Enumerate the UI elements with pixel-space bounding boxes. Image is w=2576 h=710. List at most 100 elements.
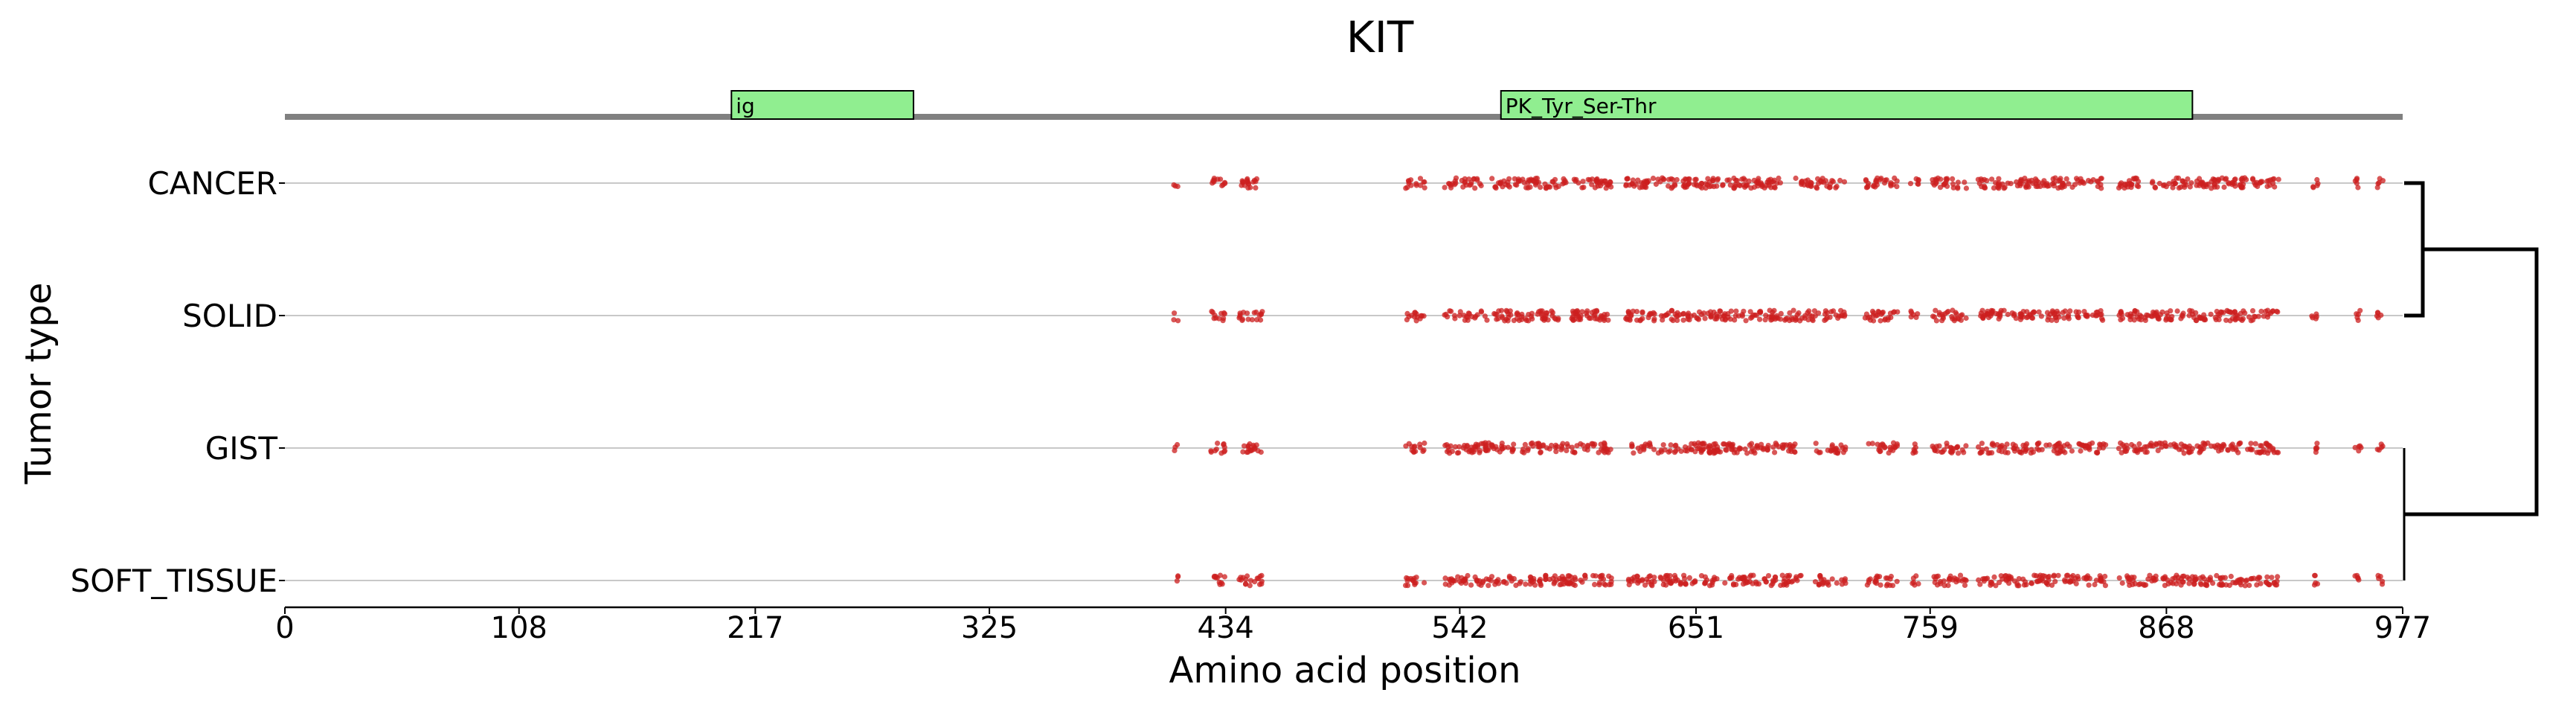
mutation-point	[1989, 176, 1995, 182]
mutation-point	[2130, 176, 2136, 182]
mutation-point	[2309, 313, 2315, 319]
mutation-point	[1750, 581, 1756, 586]
mutation-point	[1778, 582, 1784, 589]
mutation-point	[1936, 310, 1942, 316]
mutation-point	[1875, 308, 1881, 315]
mutation-point	[1702, 316, 1708, 322]
mutation-point	[1950, 181, 1956, 187]
mutation-point	[1422, 580, 1427, 586]
mutation-point	[1564, 447, 1570, 454]
mutation-point	[2232, 176, 2238, 182]
mutation-point	[2239, 578, 2245, 583]
mutation-point	[2180, 313, 2185, 319]
domain-1: PK_Tyr_Ser-Thr	[1500, 90, 2194, 120]
mutation-point	[1933, 576, 1939, 582]
mutation-point	[1686, 176, 1692, 182]
mutation-point	[1995, 185, 2001, 191]
mutation-point	[1962, 179, 1968, 185]
mutation-point	[2163, 184, 2169, 190]
mutation-point	[2073, 176, 2080, 182]
domain-label: PK_Tyr_Ser-Thr	[1506, 94, 1657, 118]
mutation-point	[1404, 583, 1411, 589]
mutation-point	[1721, 313, 1727, 319]
mutation-point	[1580, 179, 1586, 185]
mutation-point	[1871, 318, 1877, 324]
mutation-point	[1765, 573, 1772, 579]
mutation-point	[1717, 313, 1723, 319]
mutation-point	[2172, 575, 2178, 581]
mutation-point	[1478, 582, 1484, 589]
mutation-point	[1842, 578, 1848, 583]
mutation-point	[1746, 178, 1752, 184]
mutation-point	[2191, 581, 2197, 587]
mutation-point	[2310, 184, 2316, 190]
mutation-point	[2264, 574, 2270, 580]
mutation-point	[1589, 176, 1596, 182]
mutation-point	[2127, 582, 2133, 589]
mutation-point	[1498, 307, 1505, 313]
mutation-point	[1544, 310, 1550, 316]
mutation-point	[1634, 573, 1640, 579]
mutation-point	[1442, 312, 1448, 318]
mutation-point	[1444, 449, 1451, 455]
mutation-point	[1512, 176, 1517, 182]
mutation-point	[1817, 574, 1823, 580]
mutation-point	[2090, 312, 2095, 319]
mutation-point	[1259, 309, 1265, 315]
mutation-point	[1695, 440, 1701, 446]
mutation-point	[1171, 317, 1177, 323]
mutation-point	[1998, 573, 2004, 579]
mutation-point	[1651, 311, 1657, 317]
mutation-point	[1789, 315, 1795, 321]
mutation-point	[1666, 310, 1671, 316]
mutation-point	[1538, 450, 1544, 455]
mutation-point	[1947, 573, 1953, 579]
mutation-point	[2374, 447, 2380, 452]
mutation-point	[1762, 317, 1768, 323]
mutation-point	[1648, 310, 1654, 316]
mutation-point	[2375, 181, 2381, 187]
mutation-point	[1506, 575, 1512, 581]
mutation-point	[1446, 181, 1452, 187]
mutation-point	[1945, 583, 1951, 589]
mutation-point	[1249, 317, 1255, 323]
mutation-point	[1711, 184, 1717, 190]
mutation-point	[1582, 575, 1588, 581]
mutation-point	[1625, 576, 1631, 583]
mutation-point	[2193, 310, 2199, 316]
mutation-point	[1742, 446, 1748, 452]
mutation-point	[2248, 441, 2254, 447]
mutation-point	[1915, 176, 1921, 183]
domain-label: ig	[736, 94, 755, 118]
mutation-point	[1738, 446, 1744, 452]
mutation-point	[1514, 182, 1520, 188]
mutation-point	[1494, 312, 1500, 318]
mutation-point	[2073, 309, 2079, 315]
series-gist	[1172, 440, 2386, 456]
mutation-point	[1682, 575, 1688, 582]
mutation-point	[1963, 315, 1969, 322]
mutation-point	[1663, 582, 1669, 588]
mutation-point	[2201, 184, 2207, 190]
mutation-point	[1213, 447, 1219, 452]
mutation-point	[1606, 582, 1612, 588]
mutation-point	[1887, 576, 1893, 582]
mutation-point	[1667, 448, 1673, 454]
mutation-point	[1822, 317, 1828, 323]
mutation-point	[1521, 179, 1527, 186]
mutation-point	[1500, 184, 1506, 190]
mutation-point	[1878, 318, 1883, 324]
mutation-point	[2122, 181, 2128, 187]
mutation-point	[1598, 315, 1604, 321]
mutation-point	[2036, 578, 2042, 584]
mutation-point	[1453, 175, 1459, 181]
mutation-point	[2030, 449, 2036, 455]
mutation-point	[2255, 575, 2261, 581]
mutation-point	[1237, 310, 1243, 316]
mutation-point	[1489, 176, 1495, 182]
mutation-point	[1778, 310, 1784, 316]
series-cancer	[1171, 175, 2386, 191]
mutation-point	[1412, 444, 1418, 450]
mutation-point	[1731, 185, 1737, 191]
mutation-point	[2377, 176, 2383, 182]
